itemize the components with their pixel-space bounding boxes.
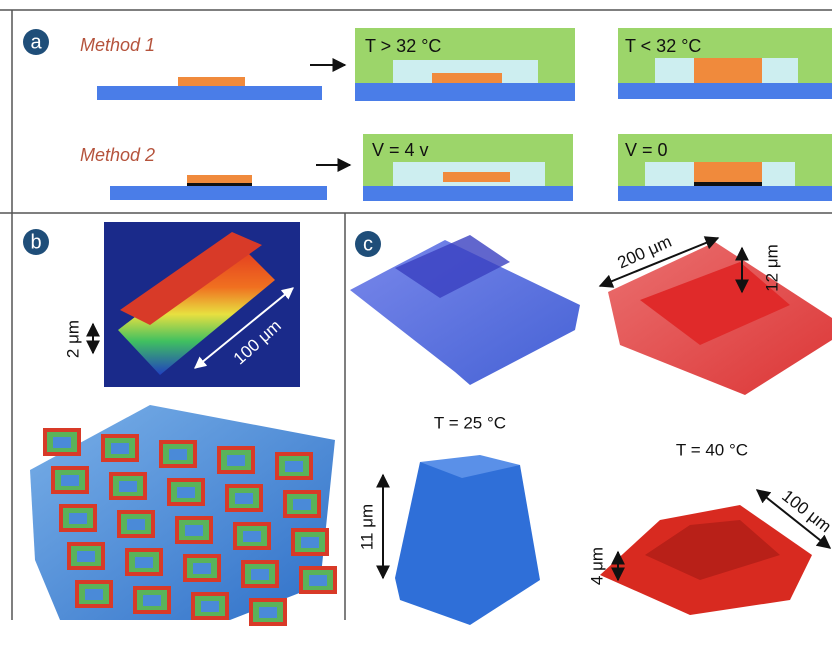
pillar-hole [111, 443, 129, 454]
dimension-label: 4 μm [587, 547, 606, 585]
panel-a-shape [97, 86, 322, 100]
method-name: Method 1 [80, 35, 155, 55]
panel-a-shape [178, 77, 245, 86]
panel-a-shape [694, 58, 762, 83]
panel-c-shape [420, 455, 520, 478]
pillar-hole [143, 595, 161, 606]
pillar-hole [169, 449, 187, 460]
pillar-hole [193, 563, 211, 574]
pillar [291, 528, 329, 556]
panel-a-shape [23, 29, 49, 55]
pillar-hole [69, 513, 87, 524]
panel-b-arrow [194, 287, 294, 369]
panel-a-shape [694, 182, 762, 186]
panel-a-shape [618, 83, 832, 99]
dimension-label: 12 μm [762, 244, 781, 292]
pillar [117, 510, 155, 538]
panel-c-arrow [598, 236, 720, 288]
pillar-hole [127, 519, 145, 530]
panel-a-shape [618, 186, 832, 201]
panel-frames [0, 9, 832, 620]
panel-label: a [30, 31, 42, 53]
panel-a-shape [110, 186, 327, 200]
pillar-hole [243, 531, 261, 542]
panel-c-shape [355, 231, 381, 257]
panel-b-shape [23, 229, 49, 255]
panel-c-shape [645, 520, 780, 580]
pillar-hole [293, 499, 311, 510]
pillar-hole [301, 537, 319, 548]
step-condition: T > 32 °C [365, 36, 441, 56]
panel-a-shape [187, 183, 252, 186]
panel-c-shape [395, 462, 540, 625]
panel-a: a Method 1 T > 32 °C T < 32 °C Method 2 … [23, 28, 832, 201]
panel-c-shape [640, 262, 790, 345]
panel-c-shape [395, 235, 510, 298]
temperature-label: T = 25 °C [434, 413, 506, 432]
panel-label: c [363, 233, 373, 255]
dimension-label: 2 μm [63, 320, 82, 358]
pillar-array [43, 428, 337, 626]
pillar-hole [61, 475, 79, 486]
step-condition: V = 4 v [372, 140, 429, 160]
panel-c-arrow [755, 489, 832, 549]
panel-c: c 200 μm 12 μm T = 25 °C T = 40 °C 11 μm… [350, 231, 832, 625]
dimension-label: 11 μm [357, 504, 376, 550]
panel-a-shape [187, 175, 252, 183]
pillar-hole [185, 525, 203, 536]
pillar-hole [85, 589, 103, 600]
step-condition: T < 32 °C [625, 36, 701, 56]
pillar-hole [235, 493, 253, 504]
panel-label: b [30, 231, 41, 253]
pillar [101, 434, 139, 462]
pillar-hole [251, 569, 269, 580]
pillar-hole [177, 487, 195, 498]
temperature-label: T = 40 °C [676, 440, 748, 459]
pillar-hole [309, 575, 327, 586]
panel-a-shape [432, 73, 502, 83]
panel-b-shape [120, 232, 262, 325]
panel-b: b 100 μm 2 μm [23, 222, 337, 626]
pillar-hole [119, 481, 137, 492]
pillar [283, 490, 321, 518]
pillar-hole [259, 607, 277, 618]
pillar-hole [135, 557, 153, 568]
method-name: Method 2 [80, 145, 155, 165]
pillar [183, 554, 221, 582]
panel-a-shape [694, 162, 762, 182]
panel-a-shape [443, 172, 510, 182]
pillar-hole [201, 601, 219, 612]
panel-a-shape [363, 186, 573, 201]
pillar-hole [227, 455, 245, 466]
step-condition: V = 0 [625, 140, 668, 160]
panel-a-shape [355, 83, 575, 101]
pillar-hole [77, 551, 95, 562]
pillar-hole [285, 461, 303, 472]
pillar-hole [53, 437, 71, 448]
